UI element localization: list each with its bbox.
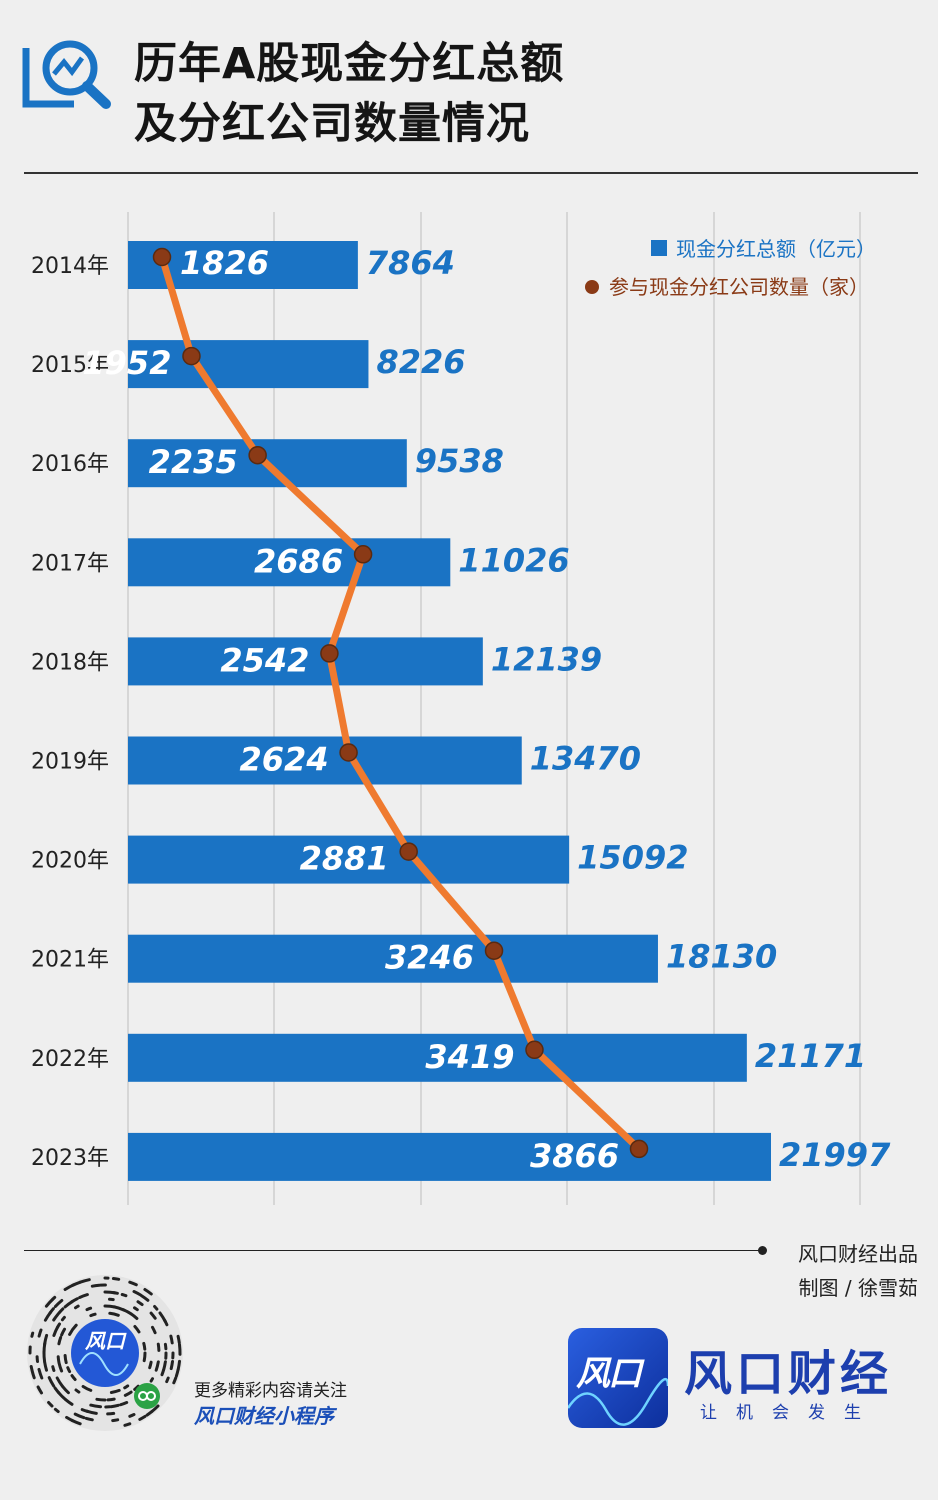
legend-bar-label: 现金分红总额（亿元） bbox=[676, 237, 876, 261]
count-value-label: 3866 bbox=[530, 1137, 619, 1175]
bar-value-label: 8226 bbox=[376, 343, 465, 381]
bar-value-label: 15092 bbox=[577, 839, 688, 877]
count-point-1 bbox=[182, 346, 201, 366]
count-point-2 bbox=[248, 445, 267, 465]
header-divider bbox=[24, 172, 918, 174]
category-labels: 2014年 2015年 2016年 2017年 2018年 2019年 2020年 2021年… bbox=[31, 254, 109, 1171]
count-value-label: 1952 bbox=[82, 344, 171, 382]
count-value-label: 3246 bbox=[385, 939, 474, 977]
bar-1 bbox=[128, 340, 369, 389]
count-value-label: 2881 bbox=[300, 840, 389, 878]
legend: 现金分红总额（亿元） 参与现金分红公司数量（家） bbox=[585, 237, 876, 299]
category-label: 2017年 bbox=[31, 551, 109, 576]
bar-6 bbox=[128, 835, 570, 884]
count-value-label: 2235 bbox=[149, 443, 238, 481]
count-point-4 bbox=[320, 644, 339, 663]
category-label: 2016年 bbox=[31, 452, 109, 477]
bar-value-label: 9538 bbox=[415, 442, 504, 480]
title-line-1: 历年A股现金分红总额 bbox=[134, 39, 565, 89]
magnifier-chart-icon bbox=[22, 40, 111, 109]
count-point-0 bbox=[152, 247, 172, 267]
count-value-label: 2542 bbox=[220, 641, 309, 679]
bar-value-label: 7864 bbox=[366, 244, 455, 282]
bar-8 bbox=[128, 1033, 747, 1082]
bar-5 bbox=[128, 736, 522, 785]
category-label: 2023年 bbox=[31, 1146, 109, 1171]
bar-value-label: 12139 bbox=[491, 640, 602, 678]
page-title: 历年A股现金分红总额 及分红公司数量情况 bbox=[134, 34, 564, 154]
count-line bbox=[158, 256, 642, 1152]
category-label: 2018年 bbox=[31, 650, 109, 675]
line-value-labels: 1826 1952 2235 2686 2542 2624 2881 3246 3419 3866 bbox=[82, 244, 619, 1175]
category-label: 2022年 bbox=[31, 1047, 109, 1072]
bar-9 bbox=[128, 1132, 771, 1181]
brand-slogan: 让机会发生 bbox=[700, 1403, 880, 1423]
legend-dot-swatch bbox=[585, 280, 599, 294]
category-label: 2020年 bbox=[31, 849, 109, 874]
bar-3 bbox=[128, 538, 451, 587]
count-point-5 bbox=[339, 743, 358, 762]
bar-value-label: 21997 bbox=[779, 1136, 891, 1174]
qr-code-icon: 风口 bbox=[27, 1275, 183, 1431]
category-label: 2021年 bbox=[31, 948, 109, 973]
fengkou-logo-icon: 风口 bbox=[568, 1328, 668, 1428]
bar-value-labels: 7864 8226 9538 11026 12139 13470 15092 18130 211… bbox=[366, 244, 891, 1174]
footer-divider-dot bbox=[758, 1246, 767, 1255]
bar-7 bbox=[128, 934, 658, 983]
count-value-label: 2686 bbox=[254, 542, 343, 580]
legend-bar-swatch bbox=[651, 240, 667, 256]
promo-miniprogram: 风口财经小程序 bbox=[194, 1404, 334, 1428]
brand-name: 风口财经 bbox=[684, 1346, 893, 1402]
bar-4 bbox=[128, 637, 483, 686]
count-point-3 bbox=[353, 545, 373, 564]
bar-value-label: 13470 bbox=[530, 740, 641, 778]
line-series bbox=[152, 247, 649, 1159]
count-point-7 bbox=[484, 941, 504, 960]
bar-value-label: 21171 bbox=[755, 1037, 866, 1075]
count-value-label: 2624 bbox=[240, 741, 329, 779]
category-label: 2014年 bbox=[31, 254, 109, 279]
count-value-label: 3419 bbox=[425, 1038, 514, 1076]
category-label: 2015年 bbox=[31, 353, 109, 378]
category-label: 2019年 bbox=[31, 750, 109, 775]
legend-dot-label: 参与现金分红公司数量（家） bbox=[609, 275, 869, 299]
bar-value-label: 11026 bbox=[458, 541, 569, 579]
bar-value-label: 18130 bbox=[666, 938, 777, 976]
title-line-2: 及分红公司数量情况 bbox=[134, 99, 530, 149]
credit-designer: 制图 / 徐雪茹 bbox=[798, 1276, 918, 1300]
qr-logo-text: 风口 bbox=[85, 1329, 127, 1353]
credit-producer: 风口财经出品 bbox=[798, 1242, 918, 1266]
count-value-label: 1826 bbox=[180, 244, 269, 282]
footer-divider bbox=[24, 1250, 760, 1251]
count-point-8 bbox=[525, 1040, 544, 1060]
count-point-9 bbox=[629, 1139, 649, 1159]
count-point-6 bbox=[399, 842, 418, 861]
brand-logo-text: 风口 bbox=[576, 1354, 642, 1394]
promo-text: 更多精彩内容请关注 bbox=[194, 1381, 347, 1401]
dividend-chart: 2014年 2015年 2016年 2017年 2018年 2019年 2020年 2021年… bbox=[31, 212, 891, 1205]
